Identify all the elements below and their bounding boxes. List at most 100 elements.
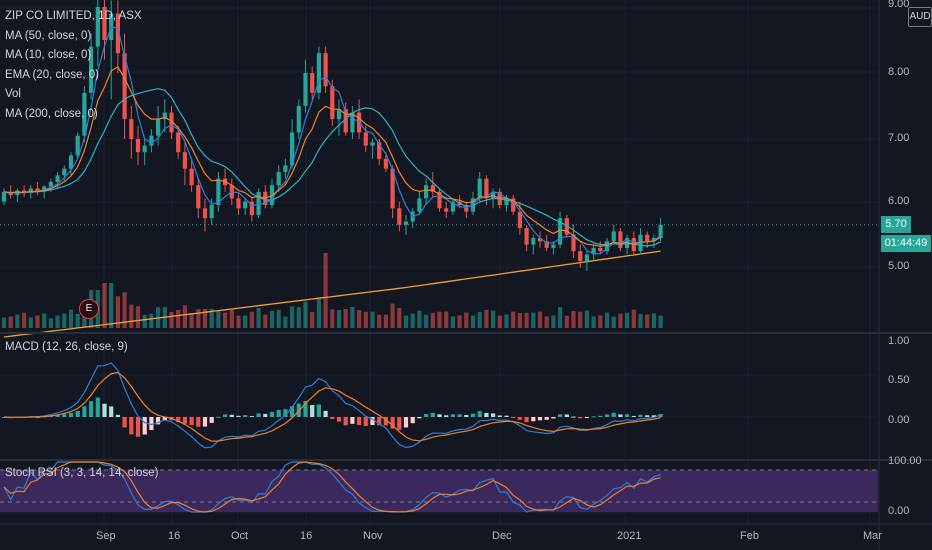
- volume-bar: [55, 315, 60, 328]
- currency-badge[interactable]: AUD: [908, 7, 932, 27]
- stoch-tick-0: 0.00: [888, 505, 910, 517]
- candle-body: [1, 191, 7, 202]
- time-label-oct: Oct: [231, 530, 249, 542]
- volume-bar: [618, 313, 623, 328]
- candle-body: [551, 244, 556, 248]
- macd-histogram-bar: [176, 417, 181, 423]
- candle: [584, 251, 589, 271]
- legend-vol[interactable]: Vol: [5, 88, 21, 100]
- candle-body: [571, 234, 576, 252]
- macd-histogram-bar: [68, 412, 74, 417]
- candle: [370, 139, 375, 159]
- macd-histogram-bar: [517, 417, 522, 420]
- price-tick-8: 8.00: [888, 66, 910, 78]
- candle: [330, 79, 335, 126]
- macd-histogram-bar: [477, 411, 482, 417]
- volume-bar: [511, 311, 516, 328]
- macd-histogram-bar: [403, 417, 409, 428]
- volume-bar: [122, 292, 127, 328]
- volume-bar: [531, 312, 536, 328]
- candle: [182, 142, 187, 186]
- candle-body: [316, 53, 321, 93]
- volume-bar: [544, 316, 549, 328]
- volume-bar: [357, 310, 362, 328]
- candle-body: [209, 205, 214, 219]
- candle: [638, 228, 643, 255]
- legend-ma50[interactable]: MA (50, close, 0): [5, 29, 92, 42]
- macd-histogram-bar: [645, 415, 650, 417]
- candle-body: [464, 205, 469, 212]
- macd-histogram-bar: [424, 413, 429, 417]
- candle-body: [531, 238, 536, 245]
- candle-body: [604, 241, 610, 252]
- candle-body: [296, 106, 301, 133]
- volume-bar: [42, 313, 47, 328]
- legend-ma200[interactable]: MA (200, close, 0): [5, 107, 98, 120]
- candle-body: [169, 112, 174, 133]
- volume-bar: [75, 313, 80, 328]
- volume-bar: [370, 311, 375, 328]
- candle: [223, 168, 228, 192]
- candle-body: [129, 119, 134, 139]
- candle: [424, 178, 429, 205]
- candle: [276, 165, 281, 192]
- candle-body: [182, 152, 187, 169]
- volume-bar: [444, 311, 449, 328]
- macd-title[interactable]: MACD (12, 26, close, 9): [5, 341, 128, 353]
- volume-bar: [651, 313, 656, 328]
- macd-histogram-bar: [82, 406, 87, 417]
- candle: [591, 244, 596, 262]
- macd-histogram-bar: [209, 417, 214, 423]
- earnings-marker[interactable]: E: [79, 299, 99, 319]
- volume-bar: [310, 312, 315, 328]
- candle: [89, 33, 94, 100]
- candle-body: [363, 132, 368, 146]
- candle-body: [176, 132, 181, 153]
- macd-histogram-bar: [269, 411, 275, 417]
- ma200-line: [3, 250, 661, 338]
- candle-body: [537, 238, 543, 242]
- candle-body: [611, 231, 616, 242]
- candle-body: [35, 188, 40, 192]
- candle: [142, 139, 147, 166]
- legend-ma10[interactable]: MA (10, close, 0): [5, 49, 92, 61]
- stoch-rsi-title[interactable]: Stoch RSI (3, 3, 14, 14, close): [5, 467, 159, 479]
- stoch-rsi-pane[interactable]: [0, 461, 878, 513]
- volume-bar: [464, 312, 469, 328]
- candle: [95, 0, 100, 67]
- candle-body: [598, 247, 603, 252]
- time-label-dec: Dec: [492, 530, 512, 542]
- volume-bar: [68, 309, 74, 328]
- macd-histogram-bar: [631, 415, 636, 417]
- candle-body: [310, 73, 315, 93]
- volume-bar: [229, 309, 234, 328]
- candle-body: [470, 198, 476, 212]
- macd-histogram-bar: [383, 417, 388, 426]
- macd-histogram-bar: [216, 416, 221, 418]
- candle: [303, 59, 308, 113]
- volume-bar: [102, 283, 107, 328]
- candle-body: [236, 198, 241, 209]
- candle-body: [491, 191, 496, 199]
- last-price-tag: 5.70: [881, 216, 911, 233]
- candle-body: [48, 181, 53, 187]
- volume-bar: [457, 315, 462, 328]
- macd-histogram-bar: [89, 401, 94, 417]
- macd-tick-0: 0.00: [888, 414, 910, 426]
- candle: [75, 132, 80, 159]
- candle-body: [62, 168, 67, 176]
- macd-pane[interactable]: [1, 362, 663, 449]
- macd-histogram-bar: [189, 417, 194, 426]
- symbol-title[interactable]: ZIP CO LIMITED, 1D, ASX: [5, 10, 142, 22]
- macd-histogram-bar: [584, 417, 589, 418]
- volume-bar: [290, 306, 295, 328]
- candle: [531, 234, 536, 255]
- candle: [524, 224, 529, 252]
- macd-histogram-bar: [470, 413, 476, 417]
- legend-ema20[interactable]: EMA (20, close, 0): [5, 68, 99, 81]
- macd-histogram-bar: [457, 414, 462, 417]
- macd-histogram-bar: [223, 414, 228, 417]
- candle-body: [417, 198, 422, 212]
- macd-histogram-bar: [55, 414, 60, 417]
